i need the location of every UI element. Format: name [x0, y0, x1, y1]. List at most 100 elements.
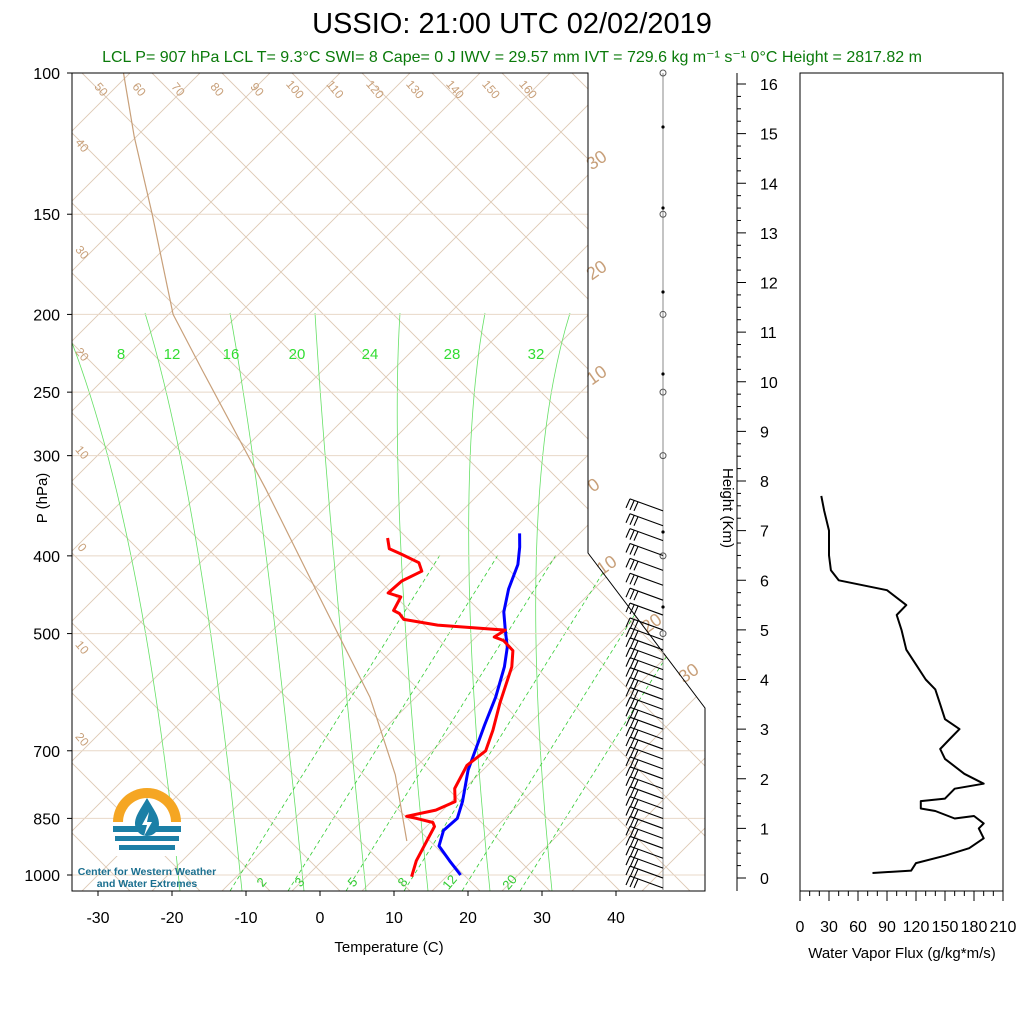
pressure-tick-label: 400 — [33, 549, 60, 566]
wind-barb — [625, 557, 664, 571]
wind-barb — [625, 815, 664, 829]
temperature-profile — [386, 537, 515, 878]
moist-adiabat-line — [403, 554, 615, 891]
dry-adiabat-line — [922, 73, 1024, 973]
temperature-tick-label: -20 — [160, 910, 183, 927]
height-tick-label: 5 — [760, 623, 769, 640]
wind-barb — [625, 726, 664, 740]
isotherm-line — [641, 73, 705, 891]
dry-adiabat-label: 100 — [283, 77, 307, 102]
pressure-tick-label: 200 — [33, 307, 60, 324]
temperature-tick-label: -10 — [234, 910, 257, 927]
flux-tick-label: 30 — [820, 919, 838, 936]
saturation-ratio-line — [535, 312, 571, 891]
temperature-tick-label: -30 — [86, 910, 109, 927]
temperature-tick-label: 10 — [385, 910, 403, 927]
saturation-ratio-label: 24 — [362, 346, 379, 363]
chart-title: USSIO: 21:00 UTC 02/02/2019 — [312, 8, 712, 40]
dry-adiabat-line — [72, 73, 353, 891]
dry-adiabat-line — [72, 73, 703, 891]
isotherm-line — [72, 73, 705, 891]
wind-barb — [625, 513, 664, 527]
dry-adiabat-label: 20 — [72, 345, 92, 364]
saturation-ratio-label: 8 — [117, 346, 125, 363]
moist-adiabat-label: 8 — [394, 875, 410, 890]
pressure-tick-label: 150 — [33, 207, 60, 224]
dry-adiabat-label: 10 — [72, 443, 92, 462]
saturation-ratio-label: 16 — [223, 346, 240, 363]
dry-adiabat-line — [852, 73, 1024, 973]
dry-adiabat-label: 130 — [403, 77, 427, 102]
saturation-ratio-line — [72, 312, 181, 891]
dry-adiabat-line — [361, 73, 705, 891]
saturation-ratio-line — [468, 312, 491, 891]
dry-adiabat-line — [72, 73, 423, 891]
dry-adiabat-label: 10 — [72, 638, 92, 657]
pressure-tick-label: 100 — [33, 66, 60, 83]
moist-adiabat-line — [345, 554, 557, 891]
saturation-ratio-line — [314, 312, 367, 891]
isotherm-line — [81, 73, 705, 891]
height-tick-label: 9 — [760, 424, 769, 441]
pressure-tick-label: 850 — [33, 811, 60, 828]
temperature-axis-label: Temperature (C) — [334, 939, 443, 956]
flux-frame — [799, 72, 1004, 892]
height-tick-label: 10 — [760, 375, 778, 392]
isotherm-line — [72, 73, 473, 891]
height-tick-label: 7 — [760, 524, 769, 541]
pressure-tick-label: 700 — [33, 744, 60, 761]
temperature-tick-label: 0 — [316, 910, 325, 927]
wind-barb — [625, 756, 664, 770]
height-tick-label: 16 — [760, 77, 778, 94]
pressure-tick-label: 300 — [33, 449, 60, 466]
dry-adiabat-line — [641, 73, 705, 891]
level-dot — [661, 530, 665, 534]
dry-adiabat-line — [72, 73, 705, 891]
wind-barb — [625, 498, 664, 512]
saturation-ratio-label: 32 — [528, 346, 545, 363]
wind-barb — [625, 875, 664, 889]
flux-tick-label: 60 — [849, 919, 867, 936]
level-dot — [661, 206, 665, 210]
height-axis-label: Height (Km) — [719, 468, 736, 548]
dry-adiabat-line — [81, 73, 705, 891]
flux-tick-label: 0 — [796, 919, 805, 936]
wind-barb — [625, 736, 664, 750]
flux-profile — [820, 495, 985, 874]
saturation-ratio-line — [396, 312, 429, 891]
wind-barb — [625, 686, 664, 700]
wind-barb — [625, 706, 664, 720]
saturation-ratio-line — [229, 312, 305, 891]
pressure-tick-label: 500 — [33, 627, 60, 644]
isotherm-line — [431, 73, 705, 891]
dry-adiabat-line — [72, 73, 633, 891]
dry-adiabat-label: 60 — [129, 80, 149, 99]
wind-barb — [625, 696, 664, 710]
isotherm-line — [72, 73, 705, 891]
saturation-ratio-label: 20 — [289, 346, 306, 363]
flux-tick-label: 150 — [932, 919, 959, 936]
moist-adiabat-line — [287, 554, 499, 891]
moist-adiabat-label: 3 — [291, 875, 307, 890]
dry-adiabat-line — [431, 73, 705, 891]
temperature-tick-label: 30 — [533, 910, 551, 927]
isotherm-line — [712, 0, 1024, 891]
flux-tick-label: 120 — [903, 919, 930, 936]
level-marker — [659, 552, 667, 560]
dry-adiabat-label: 40 — [72, 136, 92, 155]
height-tick-label: 12 — [760, 276, 778, 293]
height-tick-label: 11 — [760, 325, 777, 342]
wind-barb — [625, 865, 664, 879]
wind-barb — [625, 746, 664, 760]
isotherm-line — [992, 0, 1024, 891]
wind-barb — [625, 602, 664, 616]
moist-adiabat-line — [229, 554, 441, 891]
dry-adiabat-label: 150 — [479, 77, 503, 102]
wind-barb — [625, 528, 664, 542]
flux-tick-label: 210 — [990, 919, 1017, 936]
height-tick-label: 6 — [760, 573, 769, 590]
dry-adiabat-label: 30 — [583, 146, 611, 174]
wind-barb — [625, 667, 664, 681]
dry-adiabat-label: 0 — [584, 474, 604, 496]
dry-adiabat-line — [992, 73, 1024, 973]
